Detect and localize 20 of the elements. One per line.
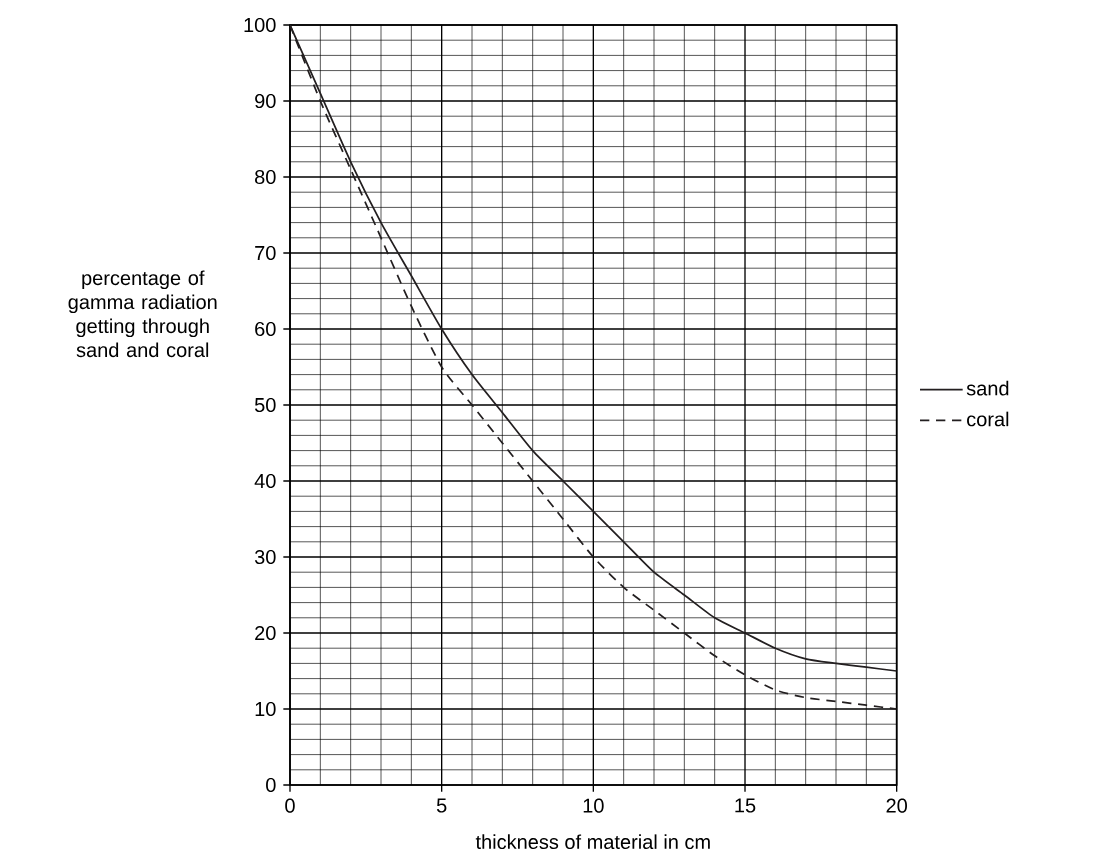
y-tick-label: 70	[255, 245, 276, 261]
y-tick-label: 40	[254, 473, 276, 489]
legend-label: coral	[967, 411, 1009, 427]
y-tick-label: 50	[254, 397, 276, 413]
legend-label: sand	[966, 380, 1009, 396]
y-tick-label: 60	[255, 321, 276, 337]
y-tick-label: 0	[266, 777, 276, 793]
y-tick-label: 20	[255, 625, 276, 641]
y-tick-label: 80	[255, 169, 276, 185]
y-axis-title: percentage of gamma radiation getting through sand and coral	[68, 270, 217, 358]
x-axis-title: thickness of material in cm	[475, 834, 710, 850]
y-tick-label: 100	[244, 17, 276, 33]
x-tick-label: 20	[886, 798, 907, 813]
x-tick-label: 10	[583, 798, 604, 813]
y-tick-label: 30	[254, 549, 276, 565]
x-tick-label: 0	[285, 798, 295, 813]
x-tick-label: 5	[436, 798, 447, 813]
y-tick-label: 10	[255, 701, 276, 717]
y-tick-label: 90	[255, 93, 276, 109]
x-tick-label: 15	[735, 798, 756, 813]
